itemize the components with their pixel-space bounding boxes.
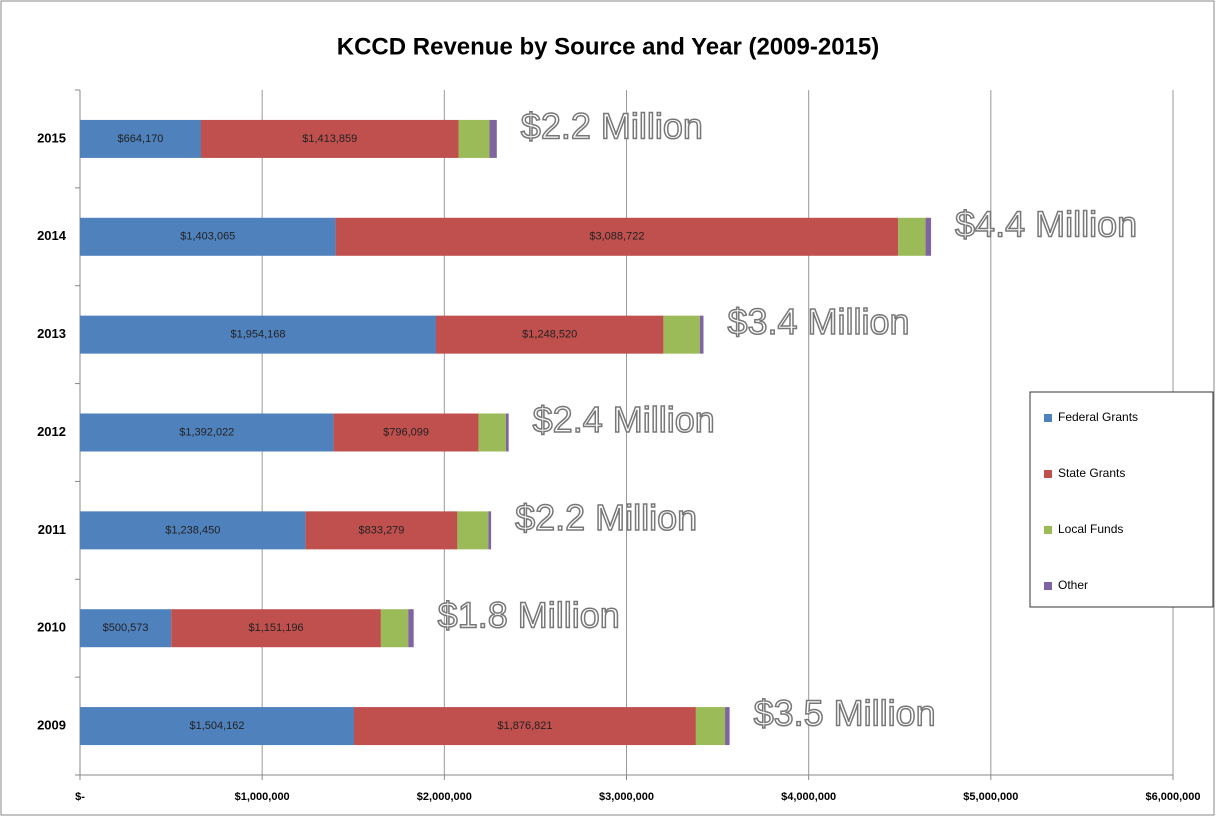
y-tick-label: 2014 <box>37 228 67 243</box>
value-label: $1,954,168 <box>230 329 285 341</box>
legend-label: Federal Grants <box>1058 410 1138 424</box>
bar-segment <box>408 609 414 648</box>
bar-segment <box>80 315 436 354</box>
bar-segment <box>80 707 355 746</box>
bar-segment <box>695 707 726 746</box>
x-tick-label: $5,000,000 <box>963 791 1018 803</box>
total-label: $4.4 Million <box>955 203 1137 244</box>
value-label: $664,170 <box>118 133 164 145</box>
bar-segment <box>505 413 509 452</box>
legend-label: Local Funds <box>1058 522 1123 536</box>
y-tick-label: 2013 <box>37 326 66 341</box>
bar-segment <box>435 315 664 354</box>
legend-swatch <box>1044 414 1052 422</box>
value-label: $3,088,722 <box>589 231 644 243</box>
value-label: $796,099 <box>383 426 429 438</box>
bar-segment <box>725 707 730 746</box>
bar-segment <box>898 217 926 256</box>
total-label: $2.2 Million <box>515 497 697 538</box>
x-tick-label: $3,000,000 <box>599 791 654 803</box>
value-label: $1,238,450 <box>165 524 220 536</box>
value-label: $1,248,520 <box>522 329 577 341</box>
bar-segment <box>80 511 306 550</box>
x-tick-label: $6,000,000 <box>1145 791 1200 803</box>
legend-swatch <box>1044 526 1052 534</box>
x-tick-label: $2,000,000 <box>417 791 472 803</box>
bar-segment <box>335 217 899 256</box>
bar-segment <box>699 315 704 354</box>
value-label: $1,151,196 <box>249 622 304 634</box>
x-tick-label: $4,000,000 <box>781 791 836 803</box>
bar-segment <box>478 413 506 452</box>
y-tick-label: 2011 <box>38 522 66 537</box>
y-tick-label: 2010 <box>37 620 66 635</box>
y-tick-label: 2012 <box>37 424 66 439</box>
value-label: $833,279 <box>359 524 405 536</box>
bar-segment <box>457 511 489 550</box>
total-label: $3.5 Million <box>754 693 936 734</box>
bar-segment <box>80 609 172 648</box>
bar-segment <box>925 217 932 256</box>
y-tick-label: 2015 <box>37 130 66 145</box>
value-label: $1,504,162 <box>189 720 244 732</box>
bar-segment <box>171 609 381 648</box>
value-label: $1,876,821 <box>497 720 552 732</box>
legend-label: Other <box>1058 578 1088 592</box>
value-label: $1,392,022 <box>179 426 234 438</box>
bar-segment <box>458 119 490 158</box>
legend-swatch <box>1044 470 1052 478</box>
legend-label: State Grants <box>1058 466 1125 480</box>
x-tick-label: $1,000,000 <box>235 791 290 803</box>
legend-box <box>1029 391 1214 608</box>
bar-segment <box>80 413 334 452</box>
total-label: $2.4 Million <box>533 399 715 440</box>
bar-segment <box>333 413 479 452</box>
bar-segment <box>663 315 700 354</box>
y-tick-label: 2009 <box>37 718 66 733</box>
value-label: $500,573 <box>103 622 149 634</box>
chart-title: KCCD Revenue by Source and Year (2009-20… <box>337 33 879 60</box>
bar-segment <box>488 511 492 550</box>
bar-segment <box>354 707 696 746</box>
x-tick-label: $- <box>75 791 85 803</box>
value-label: $1,413,859 <box>302 133 357 145</box>
bar-segment <box>380 609 409 648</box>
bar-segment <box>489 119 497 158</box>
value-label: $1,403,065 <box>180 231 235 243</box>
total-label: $2.2 Million <box>521 105 703 146</box>
bar-segment <box>80 217 336 256</box>
total-label: $3.4 Million <box>727 301 909 342</box>
bar-segment <box>305 511 458 550</box>
bar-segment <box>200 119 459 158</box>
total-label: $1.8 Million <box>438 595 620 636</box>
legend-swatch <box>1044 582 1052 590</box>
bar-segment <box>80 119 201 158</box>
